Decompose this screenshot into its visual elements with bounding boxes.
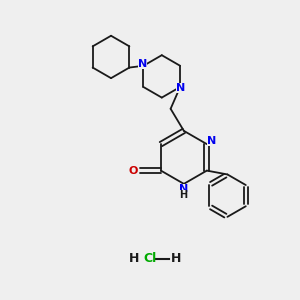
Text: H: H: [179, 190, 187, 200]
Text: N: N: [178, 184, 188, 194]
Text: Cl: Cl: [143, 252, 157, 266]
Text: O: O: [128, 166, 138, 176]
Text: N: N: [176, 83, 185, 94]
Text: N: N: [208, 136, 217, 146]
Text: H: H: [129, 252, 139, 266]
Text: N: N: [138, 59, 148, 69]
Text: H: H: [171, 252, 182, 266]
